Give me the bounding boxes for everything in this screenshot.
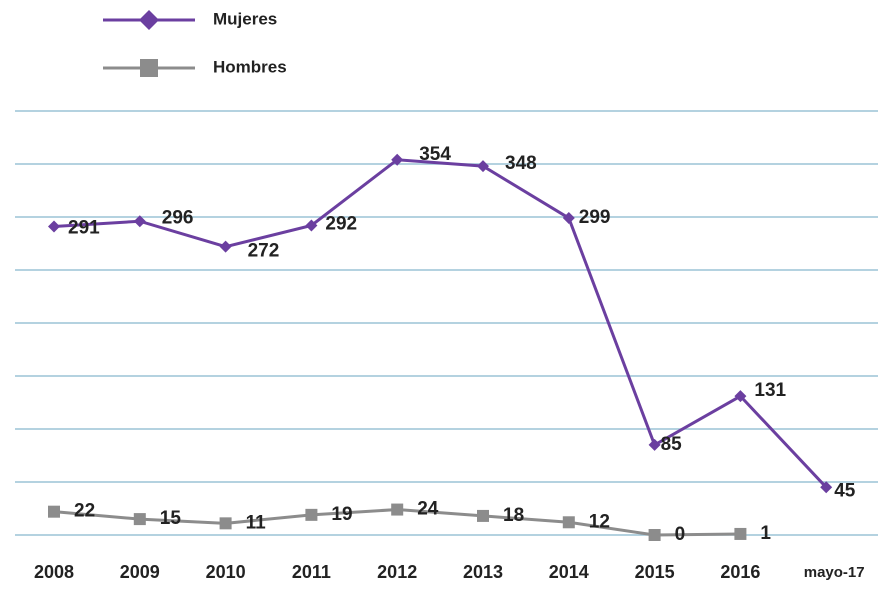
point: [477, 509, 489, 522]
point: [562, 212, 575, 225]
data-label: 272: [248, 241, 280, 262]
point: [391, 503, 404, 516]
point: [477, 160, 489, 173]
data-label: 1: [760, 523, 771, 544]
data-label: 11: [246, 512, 267, 533]
point: [133, 513, 146, 526]
point: [391, 153, 404, 166]
data-label: 19: [331, 504, 352, 525]
x-tick-label: 2014: [549, 562, 589, 582]
point: [648, 529, 661, 541]
point: [219, 240, 232, 253]
x-tick-label: 2013: [463, 562, 503, 582]
data-label: 24: [417, 499, 439, 520]
data-label: 299: [579, 207, 611, 228]
x-tick-label: 2010: [206, 562, 246, 582]
legend-marker: [140, 59, 158, 77]
x-tick-label: 2016: [720, 562, 760, 582]
data-label: 291: [68, 218, 100, 239]
point: [734, 527, 747, 540]
point: [133, 215, 146, 228]
data-label: 45: [834, 480, 856, 501]
x-tick-label: 2008: [34, 562, 74, 582]
data-label: 85: [661, 434, 683, 455]
x-tick-label: 2011: [292, 562, 331, 582]
data-label: 354: [419, 144, 451, 165]
point: [219, 517, 232, 530]
series-line: [53, 158, 828, 489]
legend-label: Mujeres: [213, 9, 277, 28]
point: [820, 481, 833, 494]
data-label: 0: [675, 524, 686, 545]
point: [305, 219, 318, 232]
data-label: 15: [160, 508, 182, 529]
point: [48, 505, 60, 518]
x-tick-label: 2012: [377, 562, 417, 582]
point: [734, 390, 747, 403]
point: [305, 508, 318, 521]
x-tick-label: 2009: [120, 562, 160, 582]
data-label: 22: [74, 501, 95, 522]
x-tick-label: mayo-17: [804, 564, 865, 581]
legend-marker: [139, 10, 159, 30]
point: [648, 438, 661, 451]
legend-label: Hombres: [213, 57, 287, 76]
point: [48, 220, 60, 233]
data-label: 131: [754, 380, 786, 401]
point: [562, 516, 575, 529]
data-label: 292: [325, 213, 357, 234]
x-tick-label: 2015: [635, 562, 675, 582]
data-label: 12: [589, 511, 610, 532]
data-label: 348: [505, 153, 537, 174]
data-label: 18: [503, 505, 524, 526]
data-label: 296: [162, 207, 194, 228]
